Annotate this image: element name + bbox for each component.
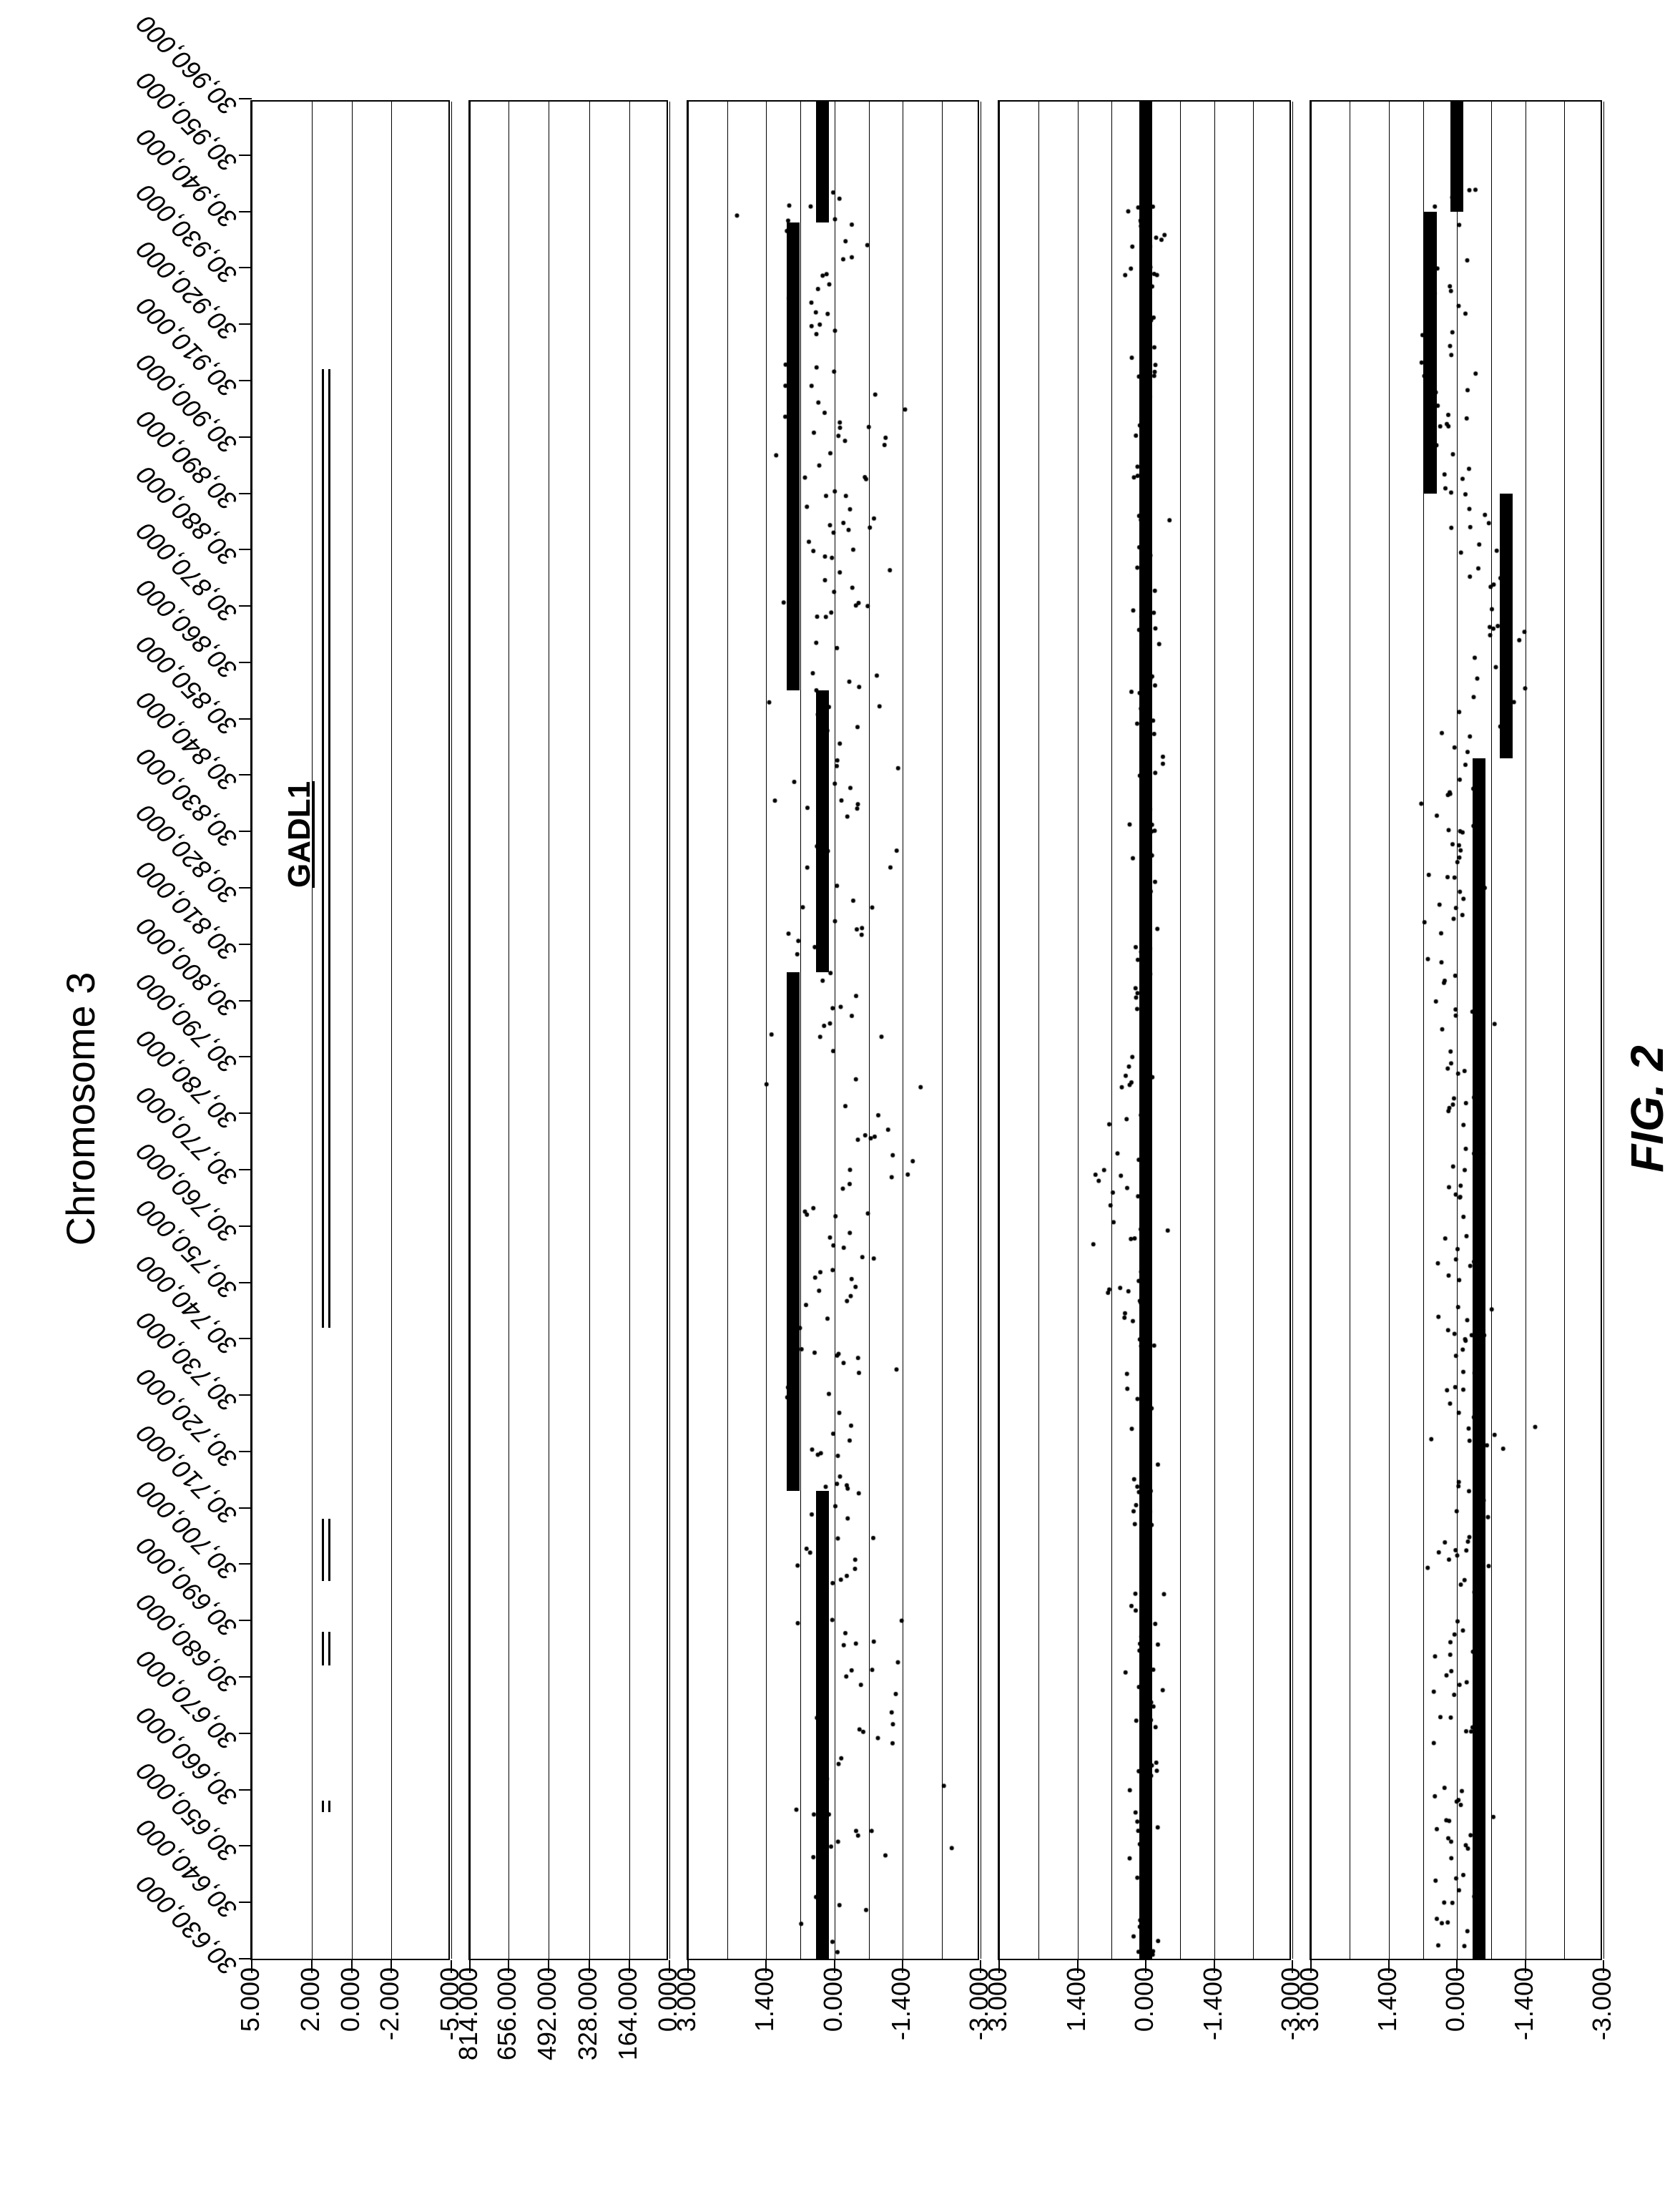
y-axis-labels: 5.0002.0000.000-2.000-5.000: [250, 1960, 450, 2146]
panel-p2: [468, 100, 668, 1960]
x-tick-mark: [239, 944, 252, 945]
y-tick-label: 1.400: [1061, 1967, 1091, 2032]
x-tick-mark: [239, 155, 252, 156]
y-tick-label: 1.400: [750, 1967, 780, 2032]
y-tick-label: 3.000: [983, 1967, 1013, 2032]
x-tick-mark: [239, 1902, 252, 1903]
x-tick-mark: [239, 831, 252, 832]
x-tick-mark: [239, 662, 252, 663]
y-axis-labels: 3.0001.4000.000-1.400-3.000: [687, 1960, 979, 2146]
chart-title: Chromosome 3: [57, 72, 104, 2146]
x-tick-mark: [239, 1789, 252, 1791]
x-tick-mark: [239, 1958, 252, 1959]
y-tick-label: 164.000: [613, 1967, 643, 2060]
x-tick-mark: [239, 1338, 252, 1339]
y-tick-label: -3.000: [1587, 1967, 1617, 2040]
y-tick-label: 0.000: [1440, 1967, 1470, 2032]
y-tick-label: 1.400: [1372, 1967, 1403, 2032]
panel-p5: [1310, 100, 1602, 1960]
panels-area: GADL15.0002.0000.000-2.000-5.000814.0006…: [250, 100, 1602, 1960]
scatter-canvas: [1311, 102, 1601, 1959]
x-tick-mark: [239, 1394, 252, 1396]
x-tick-mark: [239, 1169, 252, 1170]
y-tick-label: 328.000: [573, 1967, 603, 2060]
gridline: [1603, 102, 1604, 1959]
panel-p4: [998, 100, 1290, 1960]
y-tick-label: -1.400: [1509, 1967, 1539, 2040]
x-tick-mark: [239, 605, 252, 607]
y-tick-label: 3.000: [672, 1967, 702, 2032]
y-tick-label: 492.000: [532, 1967, 562, 2060]
x-tick-mark: [239, 549, 252, 550]
x-tick-mark: [239, 1676, 252, 1678]
y-tick-label: 0.000: [335, 1967, 365, 2032]
x-tick-mark: [239, 1056, 252, 1057]
x-tick-mark: [239, 211, 252, 212]
y-tick-label: 0.000: [1129, 1967, 1159, 2032]
x-tick-mark: [239, 1620, 252, 1621]
x-tick-mark: [239, 380, 252, 381]
figure-caption: FIG. 2: [1621, 72, 1674, 2146]
scatter-canvas: [688, 102, 978, 1959]
x-tick-mark: [239, 1000, 252, 1002]
plot-area: [252, 102, 448, 1959]
x-tick-mark: [239, 1564, 252, 1565]
x-tick-mark: [239, 1112, 252, 1114]
y-tick-label: 0.000: [818, 1967, 848, 2032]
y-axis-labels: 3.0001.4000.000-1.400-3.000: [1310, 1960, 1602, 2146]
y-tick-label: 2.000: [295, 1967, 325, 2032]
x-tick-mark: [239, 436, 252, 438]
gridline: [451, 102, 452, 1959]
gridline: [1292, 102, 1293, 1959]
plot-area: [1311, 102, 1601, 1959]
x-tick-mark: [239, 323, 252, 325]
y-tick-label: 656.000: [492, 1967, 522, 2060]
y-tick-label: 814.000: [453, 1967, 483, 2060]
panel-p3: [687, 100, 979, 1960]
y-axis-labels: 814.000656.000492.000328.000164.0000.000: [468, 1960, 668, 2146]
y-tick-label: 5.000: [235, 1967, 265, 2032]
gridline: [669, 102, 670, 1959]
y-axis-labels: 3.0001.4000.000-1.400-3.000: [998, 1960, 1290, 2146]
y-tick-label: -1.400: [1198, 1967, 1228, 2040]
scatter-canvas: [999, 102, 1289, 1959]
x-axis-area: 30,630,00030,640,00030,650,00030,660,000…: [122, 100, 243, 1960]
x-tick-mark: [239, 1733, 252, 1734]
x-tick-mark: [239, 1845, 252, 1846]
x-tick-mark: [239, 887, 252, 889]
x-tick-mark: [239, 1451, 252, 1452]
y-tick-label: -1.400: [886, 1967, 916, 2040]
panel-p1: GADL1: [250, 100, 450, 1960]
y-tick-label: -2.000: [375, 1967, 405, 2040]
plot-area: [688, 102, 978, 1959]
plot-area: [470, 102, 667, 1959]
x-tick-mark: [239, 493, 252, 494]
x-tick-mark: [239, 267, 252, 268]
plot-area: [999, 102, 1289, 1959]
y-tick-label: 3.000: [1295, 1967, 1325, 2032]
x-tick-mark: [239, 1507, 252, 1509]
figure-rotated-wrapper: Chromosome 3 30,630,00030,640,00030,650,…: [57, 72, 1631, 2146]
x-tick-mark: [239, 98, 252, 99]
x-tick-mark: [239, 1282, 252, 1283]
x-tick-mark: [239, 718, 252, 720]
x-tick-mark: [239, 774, 252, 775]
page-root: Chromosome 3 30,630,00030,640,00030,650,…: [0, 0, 1680, 2212]
x-tick-mark: [239, 1225, 252, 1227]
